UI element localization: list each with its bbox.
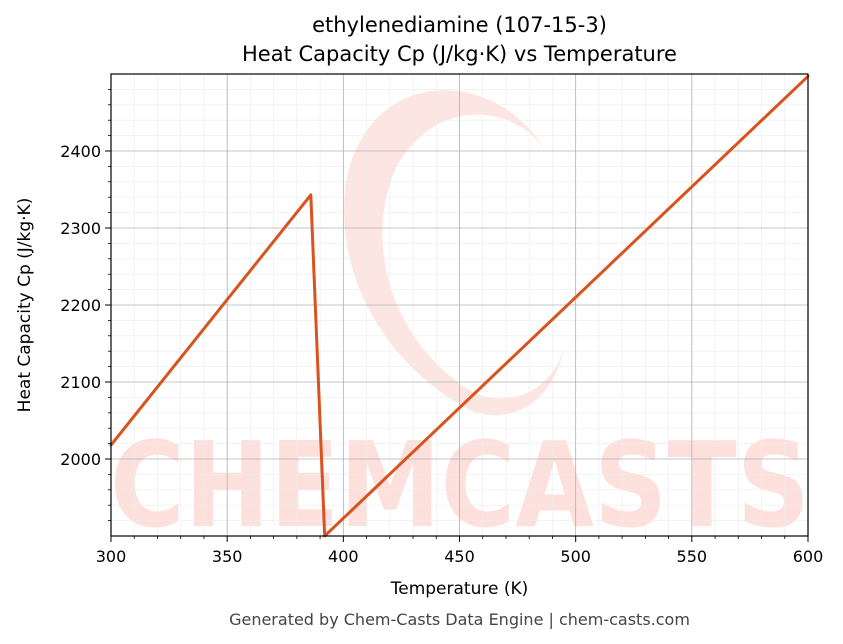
- x-tick-labels: 300 350 400 450 500 550 600: [96, 547, 824, 566]
- y-tick-label: 2400: [60, 142, 101, 161]
- chart-title-line2: Heat Capacity Cp (J/kg·K) vs Temperature: [242, 42, 677, 66]
- watermark: CHEMCASTS: [110, 90, 810, 554]
- footer-credit: Generated by Chem-Casts Data Engine | ch…: [229, 610, 690, 629]
- major-grid: [110, 74, 809, 536]
- y-tick-label: 2200: [60, 296, 101, 315]
- y-tick-label: 2100: [60, 373, 101, 392]
- x-tick-label: 350: [212, 547, 243, 566]
- y-axis-label: Heat Capacity Cp (J/kg·K): [15, 198, 35, 413]
- y-tick-label: 2000: [60, 450, 101, 469]
- y-tick-label: 2300: [60, 219, 101, 238]
- x-tick-label: 550: [677, 547, 708, 566]
- x-tick-label: 450: [444, 547, 475, 566]
- ticks: [105, 89, 809, 542]
- y-tick-labels: 2000 2100 2200 2300 2400: [60, 142, 101, 469]
- chart-title-line1: ethylenediamine (107-15-3): [312, 13, 607, 37]
- x-tick-label: 400: [328, 547, 359, 566]
- watermark-text: CHEMCASTS: [110, 416, 810, 554]
- x-axis-label: Temperature (K): [390, 579, 529, 599]
- series-layer: [109, 74, 810, 538]
- series-line: [109, 74, 810, 538]
- watermark-swirl: [344, 90, 565, 416]
- x-tick-label: 300: [96, 547, 127, 566]
- x-tick-label: 600: [793, 547, 824, 566]
- x-tick-label: 500: [560, 547, 591, 566]
